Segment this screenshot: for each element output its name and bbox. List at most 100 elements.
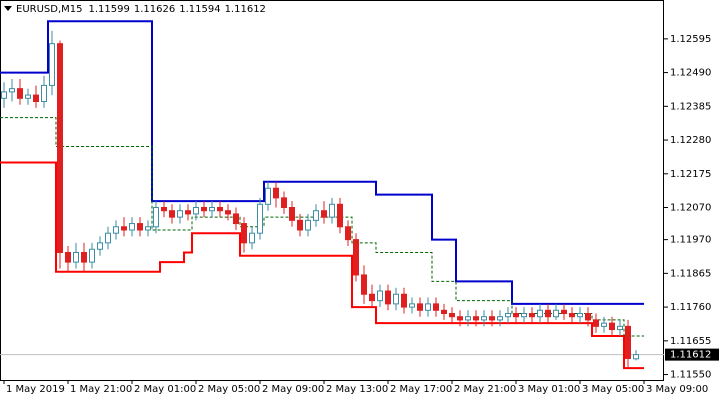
y-tick-label: 1.11760	[670, 302, 711, 313]
x-tick-label: 2 May 21:00	[454, 384, 516, 395]
y-tick-label: 1.12280	[670, 135, 711, 146]
candle-body	[321, 210, 327, 218]
candle-body	[425, 303, 431, 311]
channel-line	[0, 117, 644, 337]
candle-body	[441, 309, 447, 315]
x-tick-label: 2 May 09:00	[262, 384, 324, 395]
candle-body	[569, 313, 575, 318]
candle-body	[249, 232, 255, 244]
candle-body	[337, 203, 343, 228]
candle-body	[241, 223, 247, 244]
candle-body	[449, 313, 455, 318]
chart-header: EURUSD,M15 1.11599 1.11626 1.11594 1.11612	[16, 4, 266, 15]
candle-body	[313, 210, 319, 221]
candle-body	[33, 94, 39, 103]
candle-body	[609, 322, 615, 331]
candle-body	[417, 303, 423, 311]
candle-body	[561, 309, 567, 315]
symbol-icon	[4, 6, 12, 11]
last-high: 1.11626	[134, 4, 175, 15]
candle-body	[217, 207, 223, 212]
candle-body	[505, 313, 511, 318]
x-tick-label: 1 May 2019	[6, 384, 65, 395]
last-low: 1.11594	[179, 4, 220, 15]
x-tick-label: 2 May 01:00	[134, 384, 196, 395]
candle-body	[305, 219, 311, 231]
y-tick-label: 1.11865	[670, 268, 711, 279]
candle-body	[81, 251, 87, 263]
x-tick-label: 2 May 17:00	[390, 384, 452, 395]
candle-body	[17, 88, 23, 99]
candle-body	[345, 226, 351, 241]
candle-body	[57, 43, 63, 253]
candle-body	[209, 207, 215, 212]
x-tick-label: 3 May 09:00	[646, 384, 708, 395]
candle-body	[265, 187, 271, 205]
price-label-box	[665, 348, 719, 361]
candle-body	[369, 293, 375, 302]
channel-line	[0, 161, 644, 370]
y-tick-label: 1.12490	[670, 68, 711, 79]
plot-frame	[0, 0, 664, 381]
candle-body	[49, 43, 55, 86]
candle-body	[617, 325, 623, 331]
candle-body	[73, 251, 79, 263]
candle-body	[145, 226, 151, 231]
candle-body	[161, 207, 167, 212]
candle-body	[537, 309, 543, 318]
candle-body	[409, 303, 415, 308]
candle-body	[457, 316, 463, 321]
candle-body	[41, 84, 47, 103]
candle-body	[465, 316, 471, 321]
candle-body	[625, 325, 631, 359]
candle-body	[545, 309, 551, 318]
x-tick-label: 2 May 05:00	[198, 384, 260, 395]
candle-body	[177, 210, 183, 218]
candle-body	[273, 187, 279, 199]
candle-body	[129, 223, 135, 231]
x-tick-label: 3 May 01:00	[518, 384, 580, 395]
candle-body	[529, 313, 535, 318]
last-open: 1.11599	[88, 4, 129, 15]
candle-body	[593, 319, 599, 327]
candle-body	[377, 290, 383, 302]
x-tick-label: 2 May 13:00	[326, 384, 388, 395]
candle-body	[481, 316, 487, 321]
candle-body	[225, 210, 231, 215]
candle-body	[601, 322, 607, 327]
last-close: 1.11612	[225, 4, 266, 15]
candle-body	[113, 226, 119, 234]
candle-body	[393, 293, 399, 305]
candle-body	[553, 309, 559, 318]
candle-body	[353, 239, 359, 276]
x-tick-label: 1 May 21:00	[70, 384, 132, 395]
y-tick-label: 1.12595	[670, 34, 711, 45]
candle-body	[297, 219, 303, 231]
candle-body	[521, 313, 527, 318]
candle-body	[489, 316, 495, 321]
x-tick-label: 3 May 05:00	[582, 384, 644, 395]
y-tick-label: 1.11970	[670, 235, 711, 246]
candle-body	[633, 354, 639, 360]
candle-body	[121, 226, 127, 231]
candle-body	[201, 207, 207, 212]
candle-body	[577, 313, 583, 318]
candle-body	[169, 210, 175, 218]
symbol: EURUSD,M15	[16, 4, 82, 15]
price-label: 1.11612	[670, 350, 711, 361]
candle-body	[585, 313, 591, 321]
candle-body	[497, 316, 503, 321]
candle-body	[281, 197, 287, 209]
candle-body	[257, 203, 263, 234]
candle-body	[385, 290, 391, 305]
y-tick-label: 1.12385	[670, 101, 711, 112]
candle-body	[97, 242, 103, 250]
candle-body	[513, 313, 519, 318]
y-tick-label: 1.11655	[670, 336, 711, 347]
candle-body	[193, 207, 199, 215]
candle-body	[361, 274, 367, 295]
candle-body	[473, 316, 479, 321]
candle-body	[329, 203, 335, 218]
